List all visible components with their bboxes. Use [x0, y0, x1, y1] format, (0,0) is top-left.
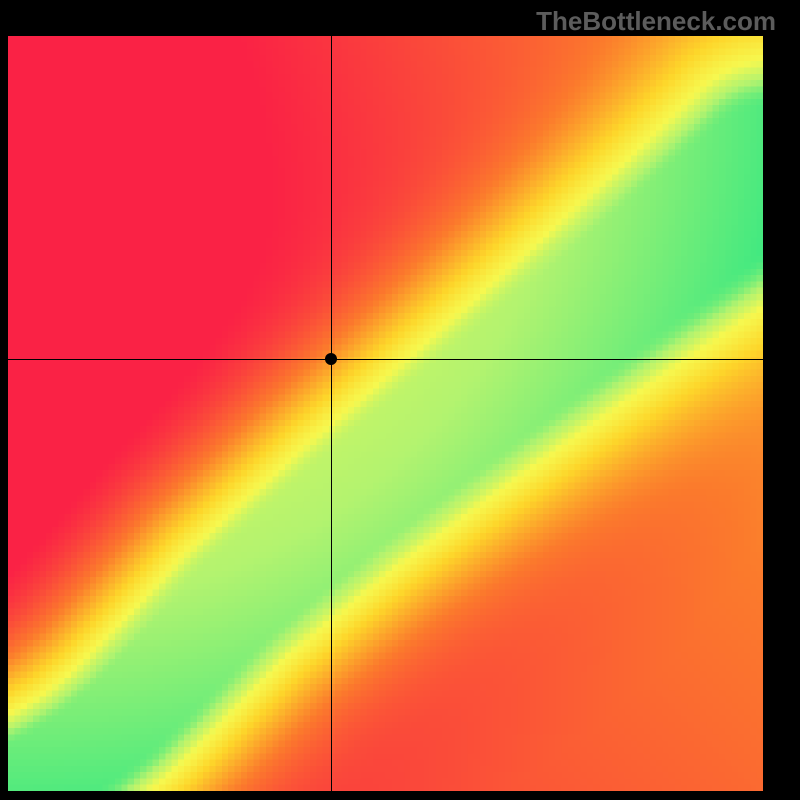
- watermark-text: TheBottleneck.com: [536, 6, 776, 37]
- heatmap-plot: [6, 34, 765, 793]
- crosshair-horizontal: [8, 359, 763, 360]
- crosshair-vertical: [331, 36, 332, 791]
- heatmap-canvas: [8, 36, 763, 791]
